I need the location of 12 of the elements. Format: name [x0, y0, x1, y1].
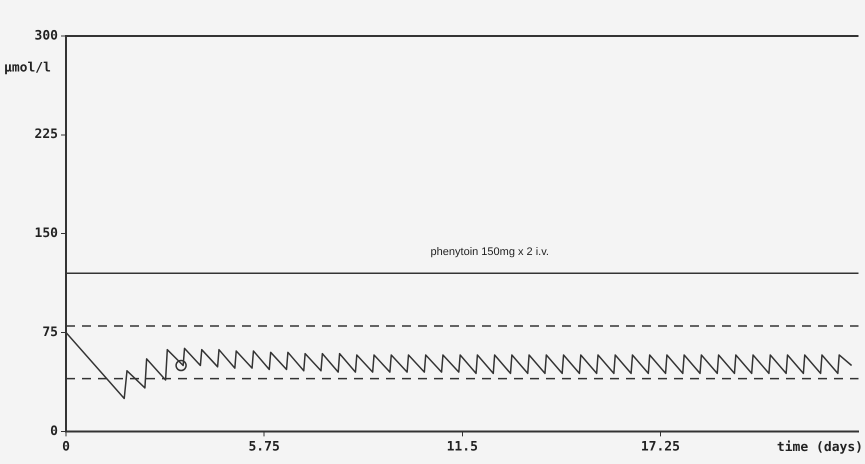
y-axis-title: µmol/l	[4, 60, 51, 76]
y-tick-label: 300	[34, 28, 58, 44]
x-tick-label: 11.5	[446, 440, 478, 455]
x-tick-label: 17.25	[640, 440, 680, 455]
x-tick-label: 5.75	[248, 440, 280, 455]
y-tick-label: 150	[34, 226, 58, 242]
y-tick-label: 0	[50, 424, 58, 439]
x-tick-label: 0	[62, 440, 70, 455]
x-axis-title: time (days)	[776, 440, 863, 455]
y-tick-label: 225	[34, 127, 58, 142]
y-tick-label: 75	[42, 324, 58, 340]
ref-line-label: phenytoin 150mg x 2 i.v.	[430, 246, 549, 258]
